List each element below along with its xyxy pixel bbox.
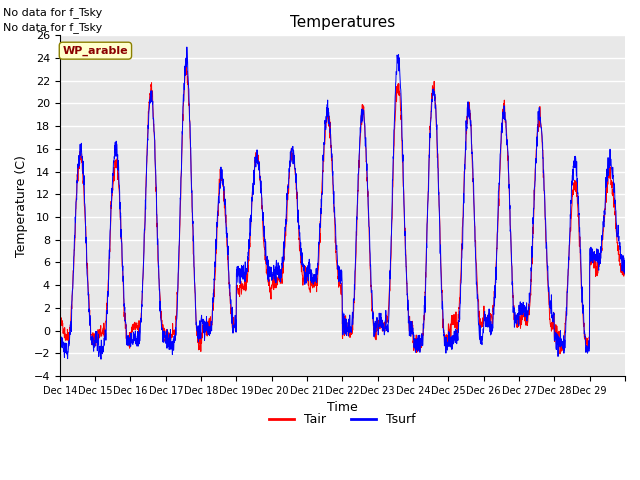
Tsurf xyxy=(377,314,385,320)
Text: WP_arable: WP_arable xyxy=(63,46,128,56)
Line: Tair: Tair xyxy=(60,67,625,354)
Tsurf xyxy=(113,142,120,147)
Legend: Tair, Tsurf: Tair, Tsurf xyxy=(264,408,420,431)
Title: Temperatures: Temperatures xyxy=(290,15,395,30)
Tair xyxy=(545,290,552,296)
Tsurf xyxy=(97,356,105,362)
Tsurf xyxy=(235,267,243,273)
Tair xyxy=(56,322,63,328)
Tsurf xyxy=(621,271,628,277)
Tair xyxy=(556,351,564,357)
Tsurf xyxy=(613,234,621,240)
Tsurf xyxy=(545,284,552,290)
Tsurf xyxy=(56,335,63,340)
Text: No data for f_Tsky: No data for f_Tsky xyxy=(3,7,102,18)
X-axis label: Time: Time xyxy=(327,401,358,414)
Y-axis label: Temperature (C): Temperature (C) xyxy=(15,155,28,257)
Tair xyxy=(234,289,242,295)
Tsurf xyxy=(183,44,191,50)
Tair xyxy=(513,314,520,320)
Text: No data for f_Tsky: No data for f_Tsky xyxy=(3,22,102,33)
Tair xyxy=(613,240,621,246)
Tsurf xyxy=(513,312,521,318)
Tair xyxy=(182,64,190,70)
Tair xyxy=(621,266,628,272)
Tair xyxy=(376,323,384,329)
Tair xyxy=(113,163,120,168)
Line: Tsurf: Tsurf xyxy=(60,47,625,359)
